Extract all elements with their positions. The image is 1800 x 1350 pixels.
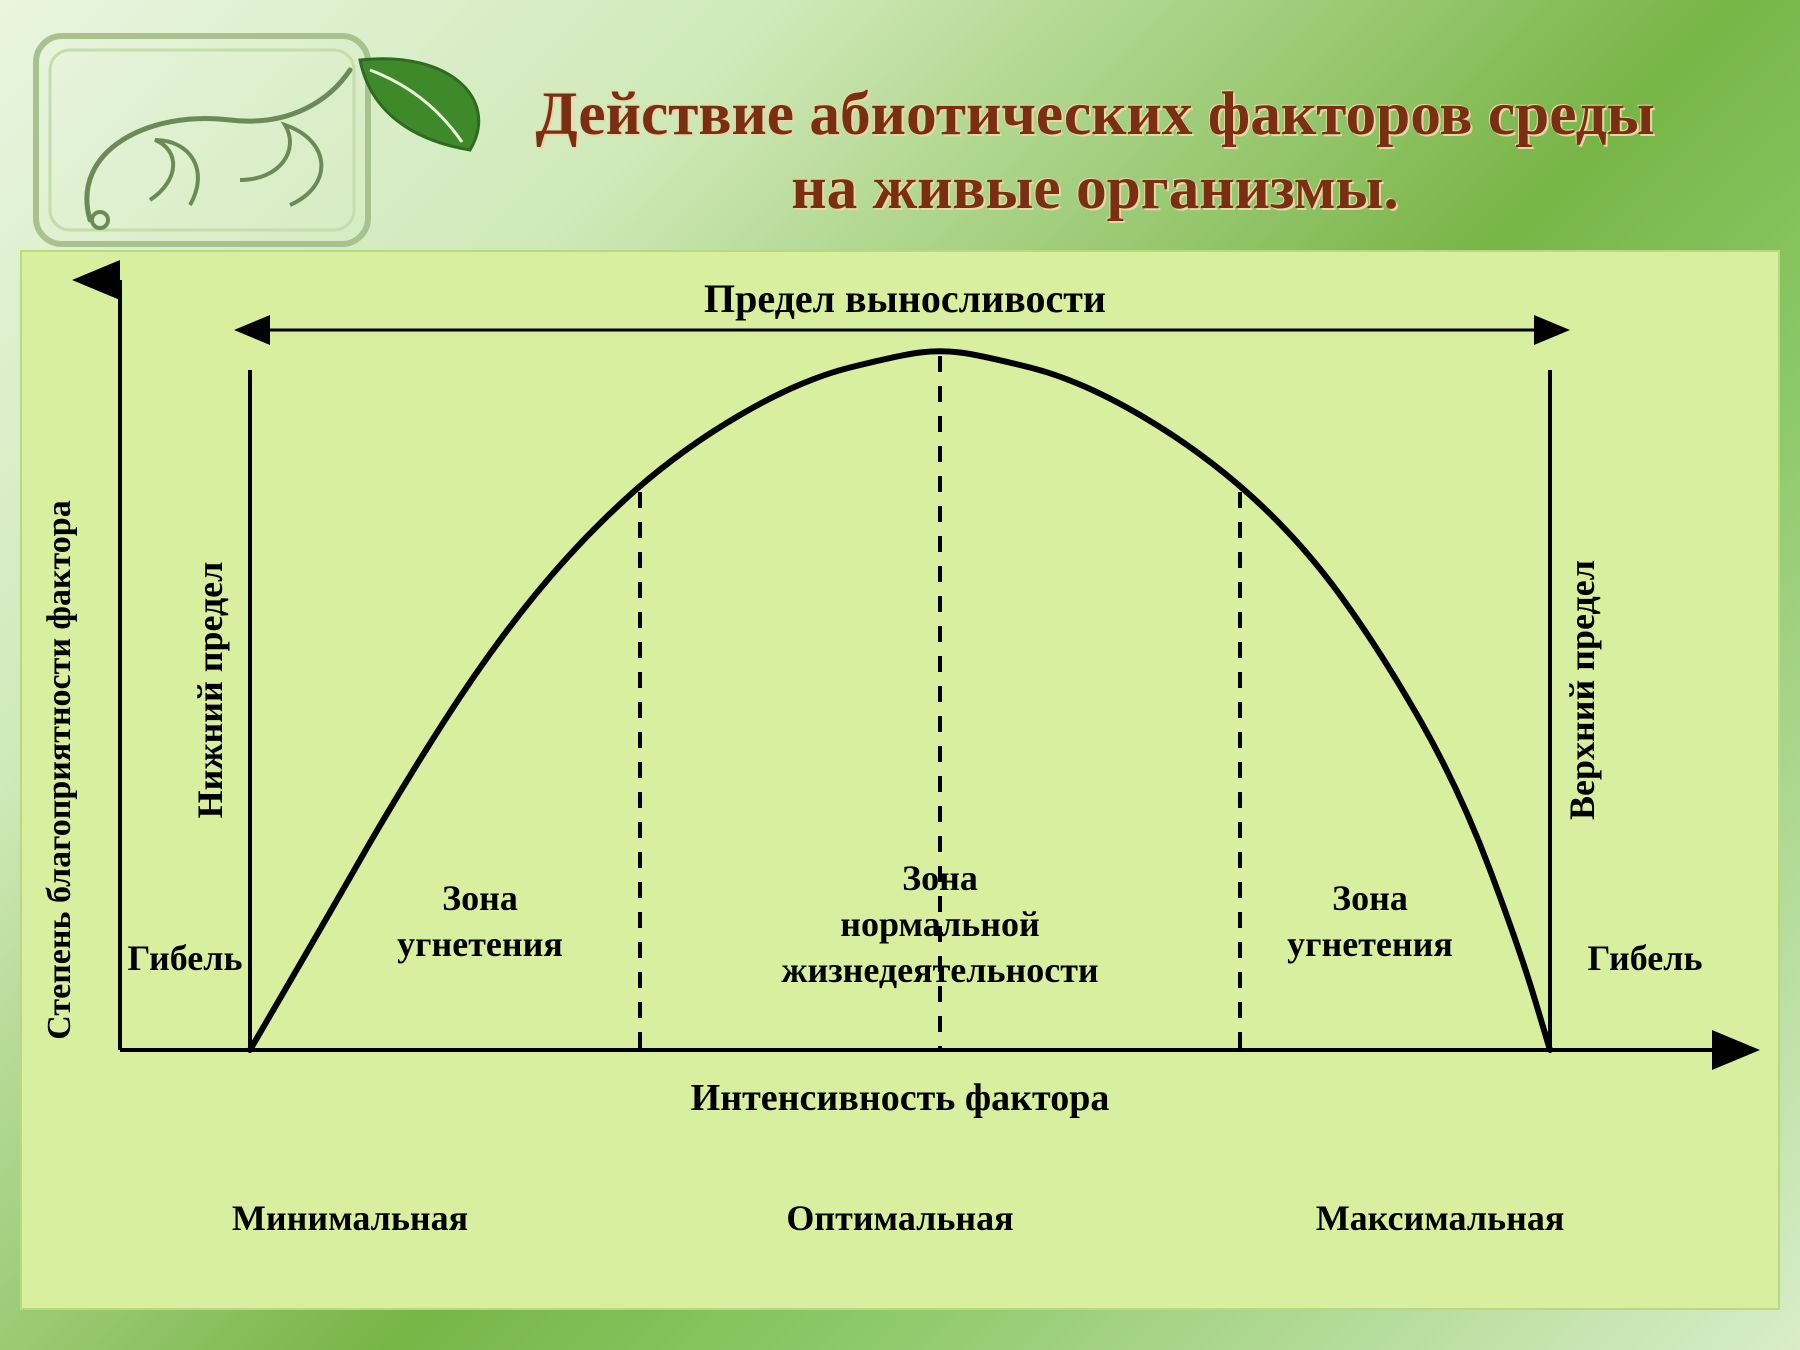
page-root: Действие абиотических факторов среды на …: [0, 0, 1800, 1350]
scale-label-0: Минимальная: [232, 1198, 468, 1238]
slide-title-line2: на живые организмы.: [430, 152, 1760, 226]
zone-death_right: Гибель: [1587, 938, 1702, 978]
slide-title-line1: Действие абиотических факторов среды: [430, 78, 1760, 152]
zone-normal-l0: Зона: [902, 858, 978, 898]
zone-oppression_left-l1: угнетения: [397, 924, 563, 964]
scale-label-2: Максимальная: [1316, 1198, 1565, 1238]
zone-normal-l1: нормальной: [840, 904, 1040, 944]
scale-label-1: Оптимальная: [786, 1198, 1013, 1238]
x-axis-label: Интенсивность фактора: [691, 1077, 1110, 1119]
upper-limit-label: Верхний предел: [1562, 560, 1602, 820]
tolerance-span-label: Предел выносливости: [704, 276, 1106, 321]
zone-normal-l2: жизнедеятельности: [781, 950, 1098, 990]
tolerance-chart-svg: Степень благоприятности фактора Нижний пр…: [20, 250, 1780, 1310]
tolerance-chart-panel: Степень благоприятности фактора Нижний пр…: [20, 250, 1780, 1310]
slide-title: Действие абиотических факторов среды на …: [430, 78, 1760, 225]
zone-death_left: Гибель: [127, 938, 242, 978]
zone-oppression_right-l0: Зона: [1332, 878, 1408, 918]
y-axis-label: Степень благоприятности фактора: [41, 500, 78, 1039]
zone-oppression_left-l0: Зона: [442, 878, 518, 918]
zone-oppression_right-l1: угнетения: [1287, 924, 1453, 964]
lower-limit-label: Нижний предел: [190, 562, 230, 819]
